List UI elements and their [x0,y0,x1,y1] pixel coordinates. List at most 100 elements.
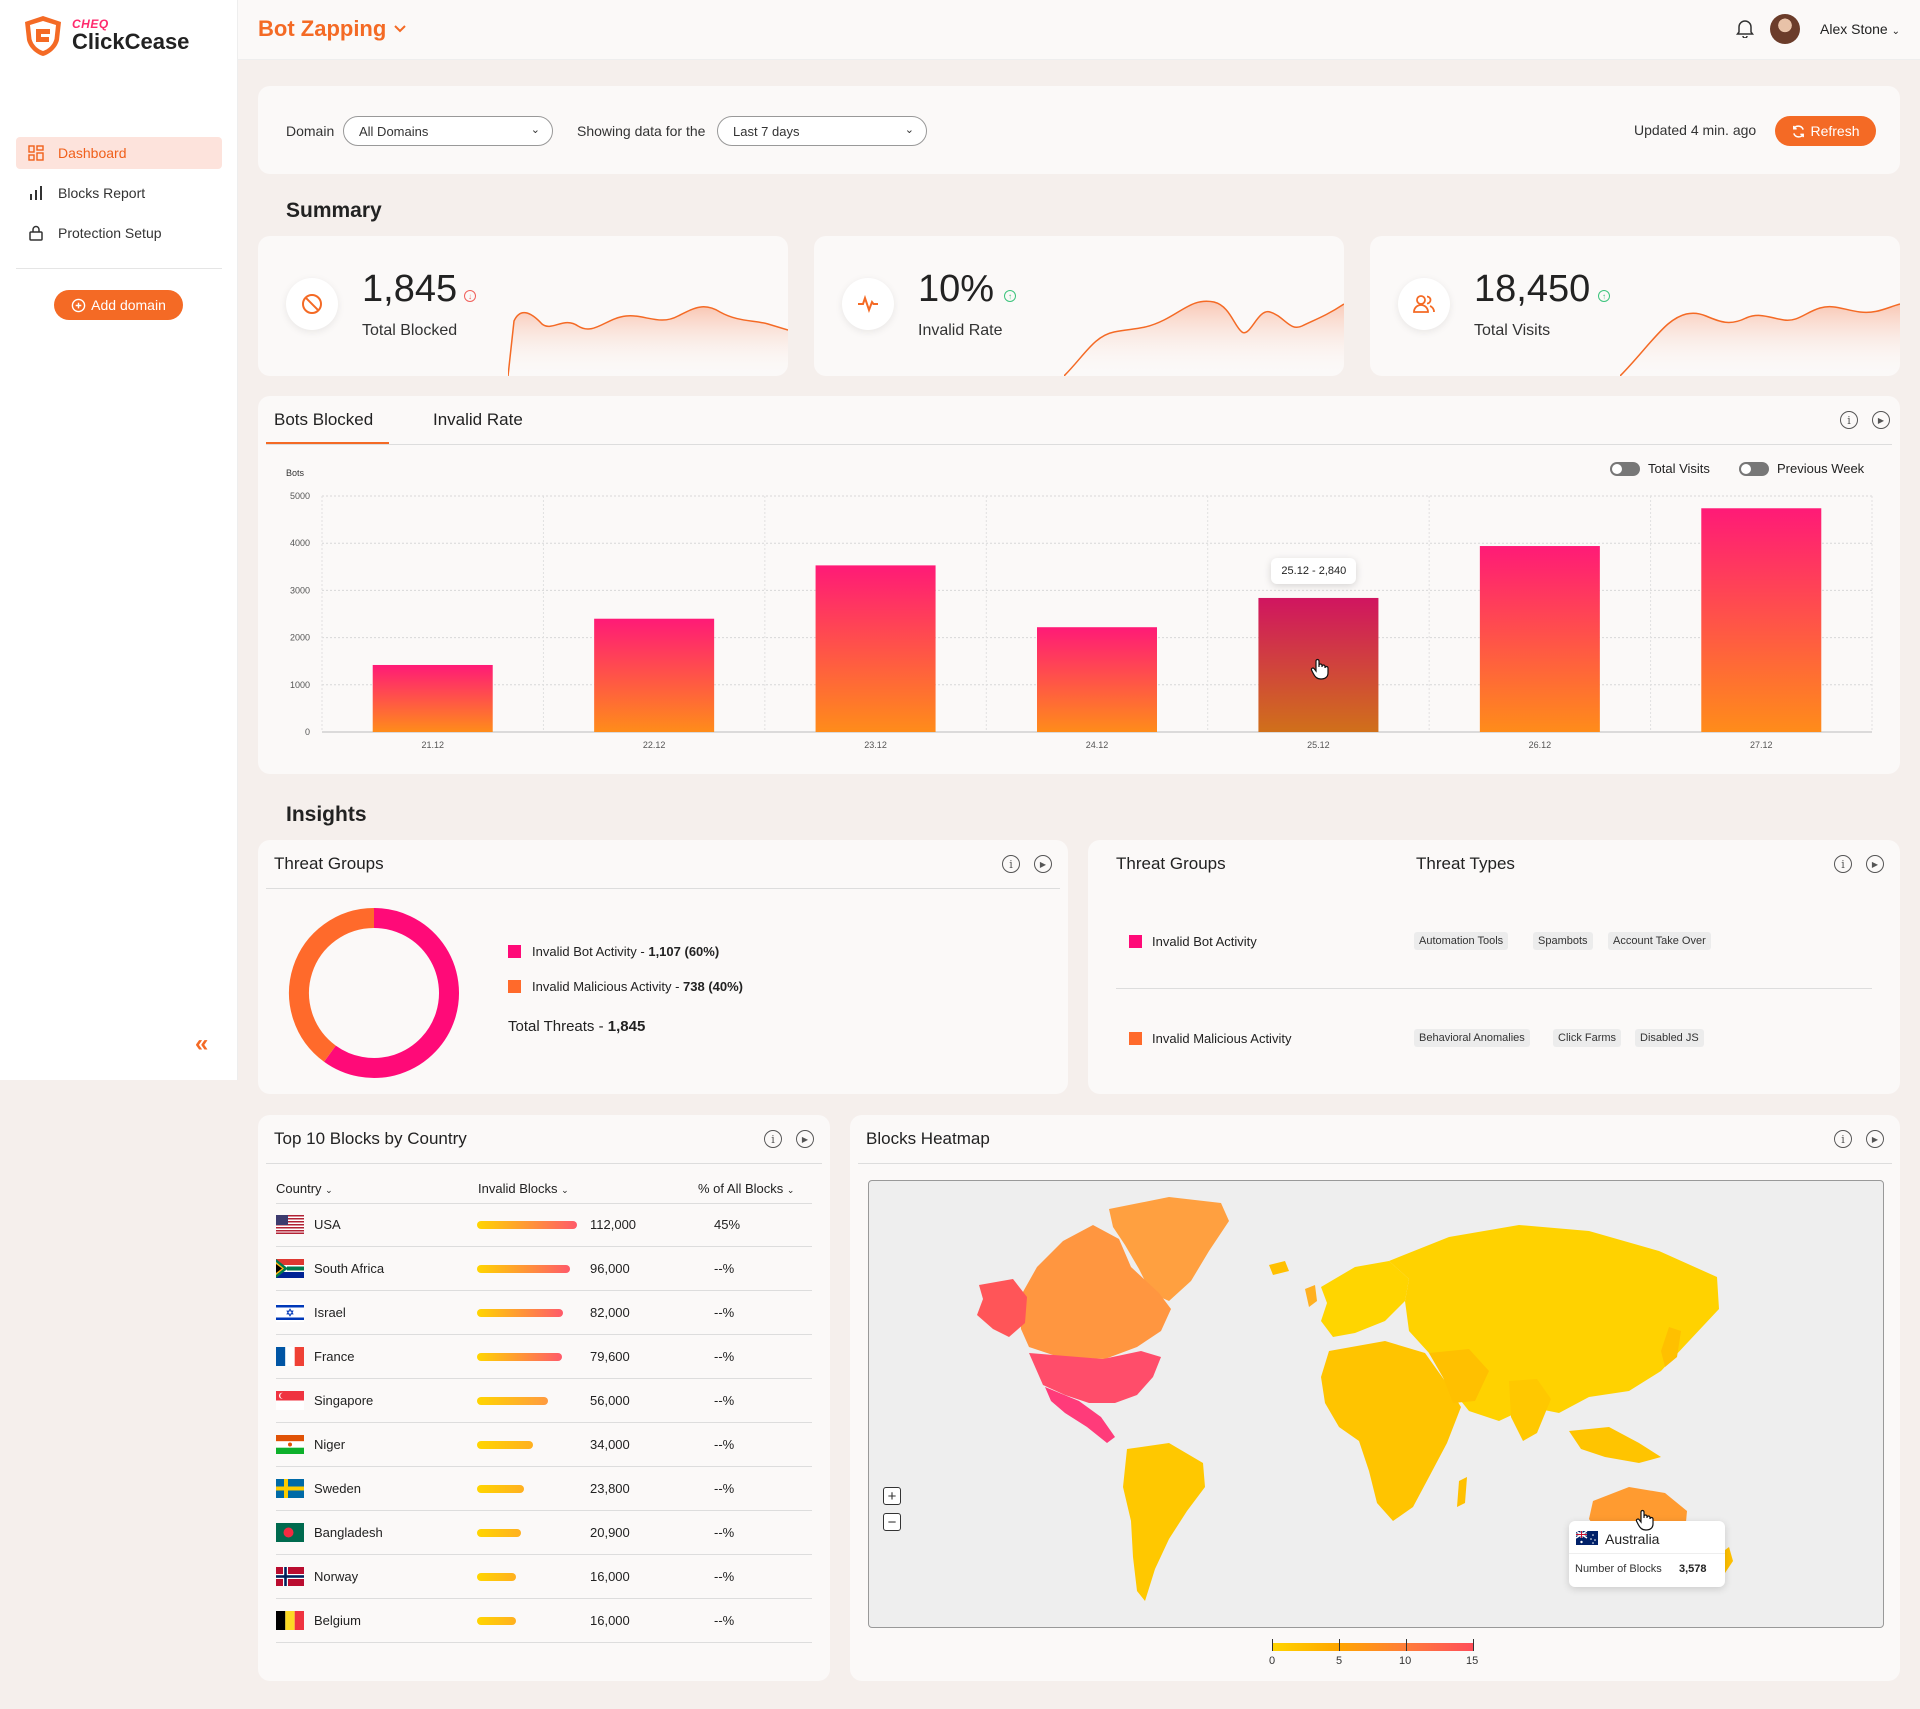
sidebar-item-protection-setup[interactable]: Protection Setup [16,217,222,249]
legend-item-malicious: Invalid Malicious Activity - 738 (40%) [532,979,743,994]
play-icon[interactable]: ▶ [796,1130,814,1148]
sg-flag-icon [276,1391,304,1410]
summary-title: Summary [286,199,382,222]
sparkline [1064,300,1344,376]
se-flag-icon [276,1479,304,1498]
table-row[interactable]: Niger 34,000 --% [276,1423,812,1467]
region-europe [1321,1261,1409,1337]
domain-select[interactable]: All Domains ⌄ [343,116,553,146]
x-tick-label: 24.12 [1086,740,1109,750]
add-domain-button[interactable]: Add domain [54,290,183,320]
refresh-button[interactable]: Refresh [1775,116,1876,146]
bar[interactable] [815,565,936,732]
scale-tick [1473,1639,1474,1651]
table-row[interactable]: Norway 16,000 --% [276,1555,812,1599]
user-menu[interactable]: Alex Stone ⌄ [1820,21,1900,37]
play-icon[interactable]: ▶ [1866,855,1884,873]
info-icon[interactable]: i [1840,411,1858,429]
summary-label: Invalid Rate [918,322,1003,339]
page-title-dropdown[interactable]: Bot Zapping [258,16,407,42]
fr-flag-icon [276,1347,304,1366]
blocks-value: 112,000 [590,1217,637,1232]
column-header-blocks[interactable]: Invalid Blocks ⌄ [478,1181,569,1196]
blocks-bar [477,1573,516,1581]
bar[interactable] [594,618,715,732]
blocks-value: 82,000 [590,1305,630,1320]
scale-label: 0 [1269,1655,1276,1667]
bar[interactable] [1479,546,1600,732]
info-icon[interactable]: i [1002,855,1020,873]
blocks-percent: --% [714,1349,735,1364]
x-tick-label: 23.12 [864,740,887,750]
x-tick-label: 21.12 [421,740,444,750]
summary-value: 18,450 [1474,268,1591,310]
play-icon[interactable]: ▶ [1872,411,1890,429]
table-row[interactable]: Singapore 56,000 --% [276,1379,812,1423]
blocks-value: 23,800 [590,1481,630,1496]
shield-logo-icon [25,16,61,56]
donut-slice[interactable] [289,908,375,1062]
blocks-percent: --% [714,1393,735,1408]
blocks-value: 79,600 [590,1349,630,1364]
brand-small: CHEQ [72,17,109,31]
map-tooltip-country: Australia [1605,1531,1660,1547]
threat-type-chip: Account Take Over [1608,932,1711,950]
region-japan [1661,1327,1681,1367]
tab-bots-blocked[interactable]: Bots Blocked [274,410,374,429]
date-range-select[interactable]: Last 7 days ⌄ [717,116,927,146]
bar[interactable] [372,664,493,732]
insights-title: Insights [286,803,367,826]
range-label: Showing data for the [577,123,706,139]
avatar[interactable] [1770,14,1800,44]
map-tooltip-label: Number of Blocks [1575,1563,1662,1575]
column-header-label: Country [276,1181,322,1196]
info-icon[interactable]: i [1834,855,1852,873]
bell-icon[interactable] [1736,18,1754,38]
column-header-country[interactable]: Country ⌄ [276,1181,333,1196]
blocks-bar [477,1485,524,1493]
user-name: Alex Stone [1820,21,1888,37]
chevron-down-icon: ⌄ [325,1185,333,1195]
scale-tick [1339,1639,1340,1651]
card-divider [266,888,1060,889]
blocks-percent: --% [714,1437,735,1452]
collapse-sidebar-icon[interactable]: « [195,1030,209,1057]
table-row[interactable]: Bangladesh 20,900 --% [276,1511,812,1555]
table-row[interactable]: USA 112,000 45% [276,1203,812,1247]
us-flag-icon [276,1215,304,1234]
zoom-out-button[interactable]: − [883,1513,901,1531]
domain-label: Domain [286,123,335,139]
summary-card-invalid-rate: 10% ↑ Invalid Rate [814,236,1344,376]
donut-slice[interactable] [324,908,459,1078]
legend-item-bot: Invalid Bot Activity - 1,107 (60%) [532,944,720,959]
sidebar-item-dashboard[interactable]: Dashboard [16,137,222,169]
bar[interactable] [1701,508,1822,732]
bar-tooltip: 25.12 - 2,840 [1271,557,1357,584]
sparkline [508,306,788,376]
table-row[interactable]: France 79,600 --% [276,1335,812,1379]
toggle-previous-week[interactable] [1739,462,1769,476]
total-threats-label: Total Threats - [508,1018,608,1035]
y-tick-label: 4000 [290,538,310,548]
tab-invalid-rate[interactable]: Invalid Rate [433,410,523,429]
card-divider [858,1163,1892,1164]
info-icon[interactable]: i [1834,1130,1852,1148]
table-row[interactable]: Belgium 16,000 --% [276,1599,812,1643]
info-icon[interactable]: i [764,1130,782,1148]
threat-group-name: Invalid Malicious Activity [1152,1031,1292,1046]
card-title: Threat Groups [1116,854,1226,873]
table-row[interactable]: Israel 82,000 --% [276,1291,812,1335]
logo[interactable]: CHEQ ClickCease [22,14,189,58]
sidebar-item-blocks-report[interactable]: Blocks Report [16,177,222,209]
play-icon[interactable]: ▶ [1034,855,1052,873]
zoom-in-button[interactable]: + [883,1487,901,1505]
toggle-total-visits[interactable] [1610,462,1640,476]
table-row[interactable]: South Africa 96,000 --% [276,1247,812,1291]
table-row[interactable]: Sweden 23,800 --% [276,1467,812,1511]
column-header-percent[interactable]: % of All Blocks ⌄ [698,1181,794,1196]
world-map[interactable]: + − Australia Number of Blocks 3,578 [868,1180,1884,1628]
legend-name: Invalid Malicious Activity [532,979,672,994]
play-icon[interactable]: ▶ [1866,1130,1884,1148]
bar[interactable] [1037,627,1157,732]
chevron-down-icon: ⌄ [904,124,914,136]
